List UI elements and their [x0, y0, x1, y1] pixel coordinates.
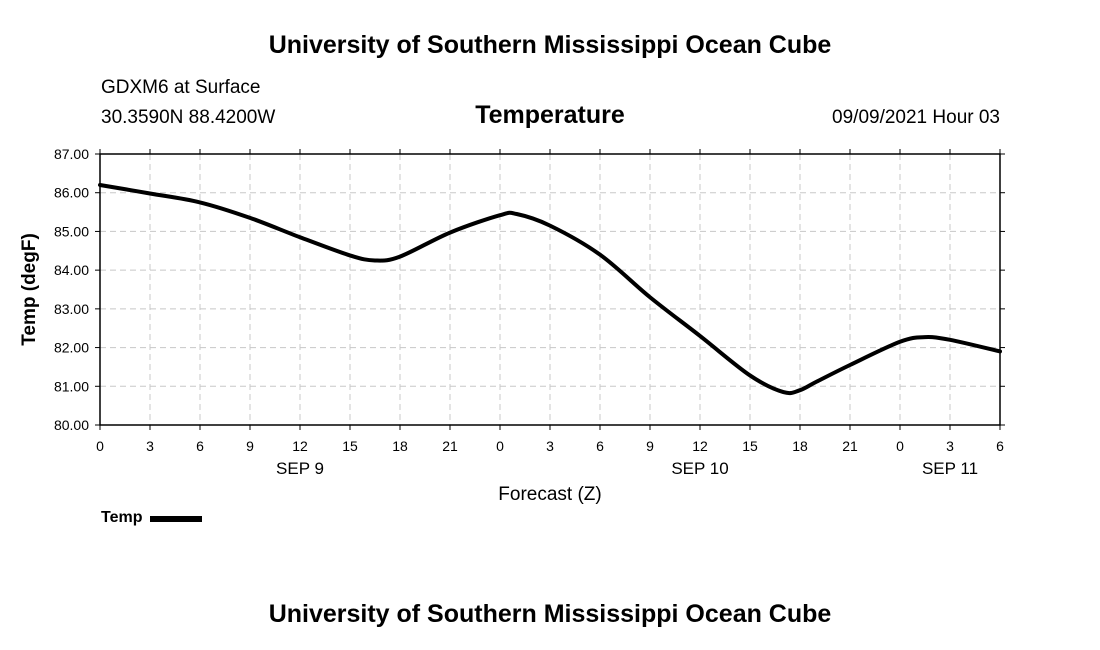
x-tick-label: 12 [692, 438, 708, 454]
chart-title: Temperature [475, 101, 625, 129]
x-tick-label: 3 [546, 438, 554, 454]
x-tick-label: 15 [342, 438, 358, 454]
x-tick-label: 3 [146, 438, 154, 454]
y-tick-label: 80.00 [54, 417, 89, 433]
datetime-label: 09/09/2021 Hour 03 [832, 107, 1000, 128]
y-tick-label: 84.00 [54, 262, 89, 278]
legend: Temp [101, 509, 203, 527]
x-tick-label: 18 [392, 438, 408, 454]
x-tick-label: 9 [246, 438, 254, 454]
y-tick-label: 82.00 [54, 340, 89, 356]
x-tick-label: 6 [196, 438, 204, 454]
x-tick-label: 15 [742, 438, 758, 454]
x-axis-title: Forecast (Z) [498, 484, 601, 505]
station-label: GDXM6 at Surface [101, 77, 261, 98]
x-tick-label: 6 [996, 438, 1004, 454]
x-tick-label: 18 [792, 438, 808, 454]
coordinates-label: 30.3590N 88.4200W [101, 107, 276, 128]
x-tick-label: 0 [96, 438, 104, 454]
y-axis-title: Temp (degF) [19, 233, 40, 346]
x-tick-label: 0 [496, 438, 504, 454]
footer-title: University of Southern Mississippi Ocean… [268, 600, 832, 628]
y-tick-label: 85.00 [54, 223, 89, 239]
x-tick-label: 9 [646, 438, 654, 454]
x-tick-label: 3 [946, 438, 954, 454]
date-label: SEP 11 [922, 459, 978, 478]
y-tick-label: 81.00 [54, 378, 89, 394]
x-tick-label: 0 [896, 438, 904, 454]
y-tick-label: 86.00 [54, 185, 89, 201]
date-label: SEP 10 [671, 459, 728, 478]
legend-label: Temp [101, 509, 143, 526]
x-tick-label: 6 [596, 438, 604, 454]
temp-series-line [98, 182, 1002, 396]
x-tick-label: 21 [842, 438, 858, 454]
y-tick-label: 83.00 [54, 301, 89, 317]
x-tick-label: 12 [292, 438, 308, 454]
y-tick-label: 87.00 [54, 146, 89, 162]
legend-line-swatch [150, 516, 203, 522]
date-label: SEP 9 [276, 459, 324, 478]
x-tick-label: 21 [442, 438, 458, 454]
page-title: University of Southern Mississippi Ocean… [268, 31, 832, 59]
